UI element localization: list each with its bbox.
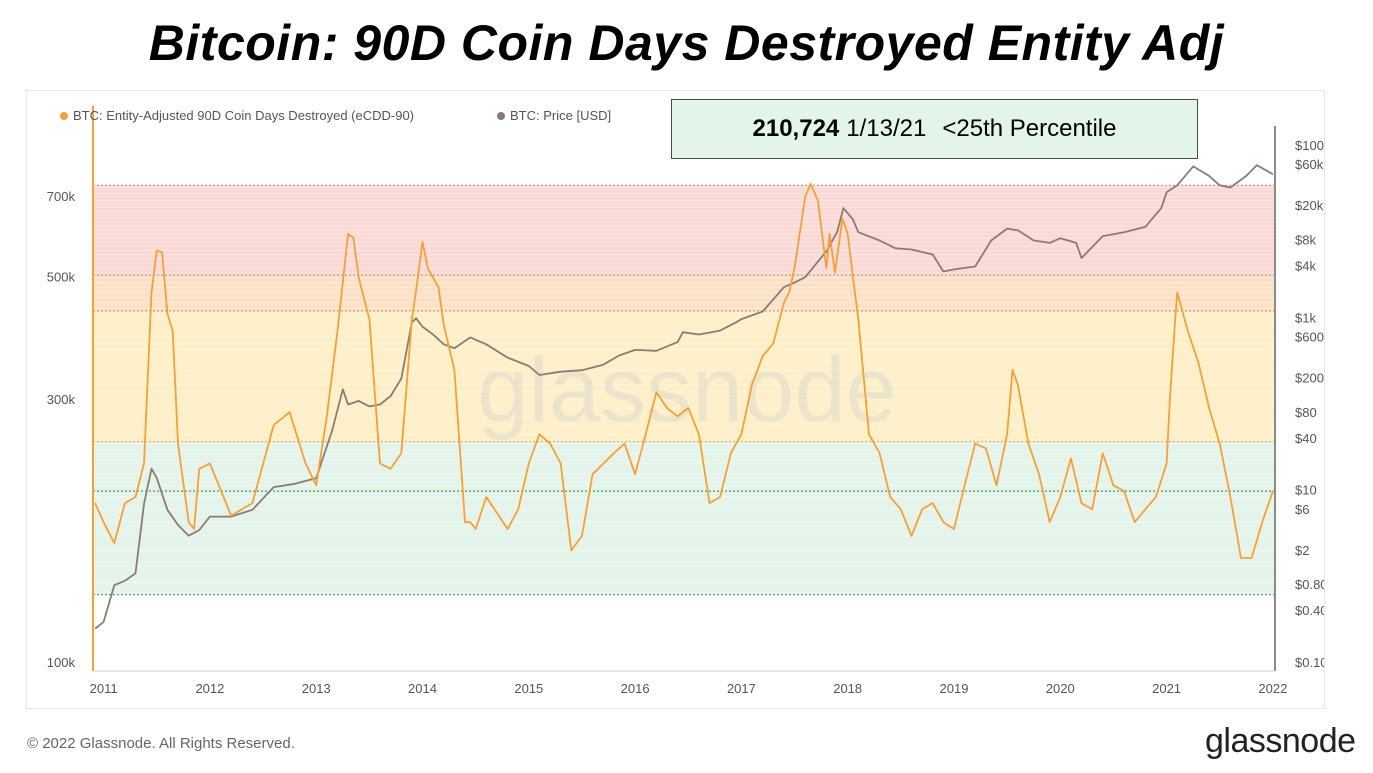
x-tick-label: 2015 [514, 681, 543, 696]
callout-value: 210,724 [753, 115, 840, 143]
band-3 [93, 442, 1275, 595]
glassnode-logo: glassnode [1205, 722, 1356, 761]
chart-canvas: glassnode 100k 300k 500k 700k $0.10 $0.40 $0.80… [27, 91, 1324, 708]
y-right-tick-label: $200 [1295, 371, 1324, 386]
y-left-tick-label: 300k [47, 392, 76, 407]
callout-date: 1/13/21 [846, 115, 926, 143]
chart-frame: glassnode 100k 300k 500k 700k $0.10 $0.40 $0.80… [26, 90, 1325, 709]
x-tick-label: 2022 [1258, 681, 1287, 696]
x-tick-label: 2013 [302, 681, 331, 696]
legend-item-ecdd[interactable]: BTC: Entity-Adjusted 90D Coin Days Destr… [60, 108, 414, 123]
band-1 [93, 275, 1275, 311]
copyright-notice: © 2022 Glassnode. All Rights Reserved. [27, 735, 295, 752]
x-tick-label: 2012 [195, 681, 224, 696]
y-right-tick-label: $0.40 [1295, 603, 1324, 618]
y-right-tick-label: $60k [1295, 157, 1324, 172]
y-right-tick-label: $80 [1295, 405, 1317, 420]
y-right-tick-label: $2 [1295, 543, 1309, 558]
callout-label: <25th Percentile [942, 115, 1116, 143]
x-tick-label: 2016 [621, 681, 650, 696]
y-right-tick-label: $0.80 [1295, 577, 1324, 592]
x-tick-label: 2017 [727, 681, 756, 696]
x-tick-label: 2019 [940, 681, 969, 696]
y-right-tick-label: $1k [1295, 310, 1316, 325]
y-right-tick-label: $100k [1295, 138, 1324, 153]
y-right-tick-label: $0.10 [1295, 655, 1324, 670]
y-right-tick-label: $600 [1295, 329, 1324, 344]
x-tick-label: 2018 [833, 681, 862, 696]
page-title: Bitcoin: 90D Coin Days Destroyed Entity … [0, 14, 1373, 72]
x-tick-label: 2014 [408, 681, 437, 696]
value-callout: 210,724 1/13/21 <25th Percentile [671, 99, 1198, 159]
legend-ecdd-dot-icon [60, 112, 68, 120]
y-right-tick-label: $40 [1295, 431, 1317, 446]
y-left-tick-label: 500k [47, 270, 76, 285]
y-right-tick-label: $10 [1295, 483, 1317, 498]
x-tick-label: 2021 [1152, 681, 1181, 696]
legend-item-price[interactable]: BTC: Price [USD] [497, 108, 611, 123]
y-right-tick-label: $6 [1295, 502, 1309, 517]
watermark-text: glassnode [477, 339, 896, 441]
legend-price-dot-icon [497, 112, 505, 120]
legend-price-label: BTC: Price [USD] [510, 108, 611, 123]
y-right-tick-label: $4k [1295, 258, 1316, 273]
y-left-tick-label: 100k [47, 655, 76, 670]
y-left-tick-label: 700k [47, 189, 76, 204]
x-tick-label: 2011 [90, 681, 118, 696]
y-right-tick-label: $8k [1295, 233, 1316, 248]
x-tick-label: 2020 [1046, 681, 1075, 696]
y-right-tick-label: $20k [1295, 198, 1324, 213]
legend-ecdd-label: BTC: Entity-Adjusted 90D Coin Days Destr… [73, 108, 414, 123]
